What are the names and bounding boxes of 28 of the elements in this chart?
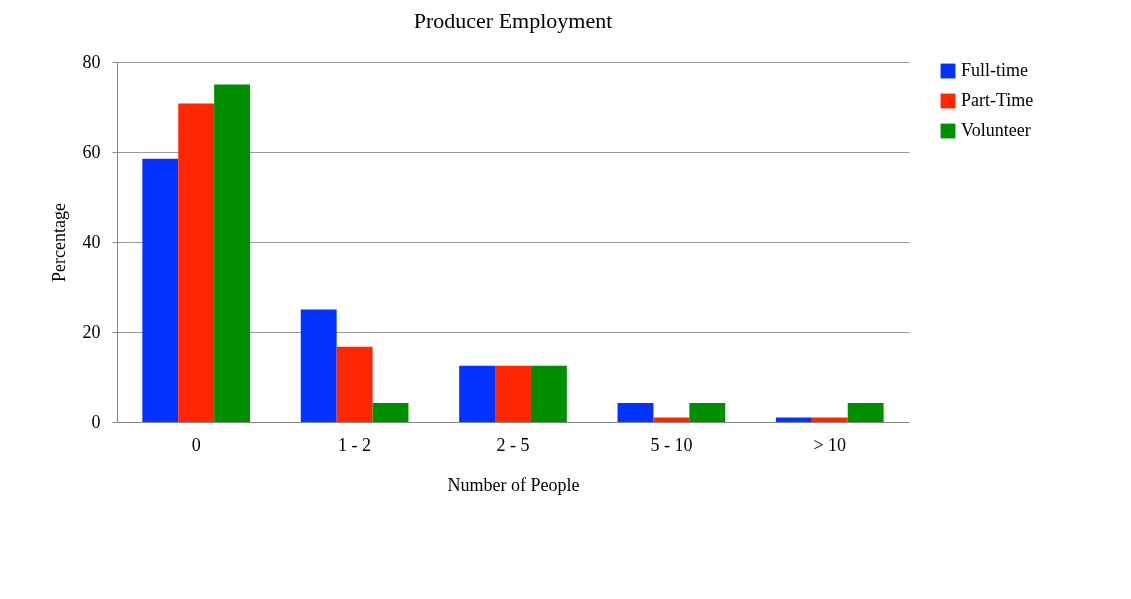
chart-title: Producer Employment	[413, 8, 613, 33]
bar	[214, 84, 251, 422]
legend-label: Part-Time	[961, 90, 1034, 110]
bar	[617, 403, 654, 422]
bar	[530, 365, 567, 422]
bar	[847, 403, 884, 422]
y-tick-label: 40	[82, 231, 101, 252]
x-axis-title: Number of People	[447, 474, 580, 495]
bar	[178, 103, 215, 422]
y-tick-label: 60	[82, 141, 101, 162]
x-tick-label: 1 - 2	[338, 434, 372, 455]
bar	[372, 403, 409, 422]
bar	[459, 365, 496, 422]
x-tick-label: > 10	[813, 434, 847, 455]
x-tick-label: 5 - 10	[650, 434, 693, 455]
bar	[689, 403, 726, 422]
y-tick-label: 20	[82, 321, 101, 342]
y-tick-label: 0	[91, 411, 101, 432]
legend-label: Full-time	[961, 60, 1029, 80]
x-tick-label: 0	[191, 434, 201, 455]
y-tick-label: 80	[82, 51, 101, 72]
x-tick-label: 2 - 5	[496, 434, 530, 455]
bar	[142, 158, 179, 422]
bar	[495, 365, 531, 422]
bar	[300, 309, 337, 422]
y-axis-title: Percentage	[48, 203, 69, 282]
bar	[336, 346, 373, 422]
legend-label: Volunteer	[961, 120, 1031, 140]
